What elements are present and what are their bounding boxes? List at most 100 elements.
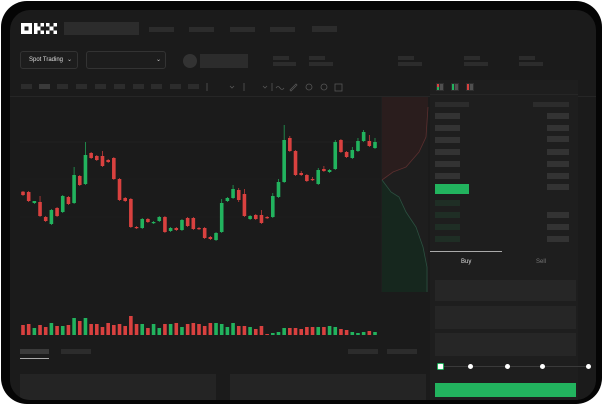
volume-bar (322, 327, 326, 335)
search-bar[interactable] (64, 22, 139, 35)
price-input[interactable] (435, 280, 576, 301)
timeframe-button[interactable] (151, 84, 162, 89)
slider-stop[interactable] (539, 364, 545, 369)
volume-bar (367, 331, 372, 335)
volume-bar (327, 326, 332, 335)
candle-body (356, 141, 360, 151)
candle (129, 198, 133, 228)
ask-price (435, 173, 460, 179)
candle-body (293, 151, 298, 175)
candle (106, 159, 110, 163)
candle (322, 166, 326, 172)
candlestick-chart[interactable] (10, 97, 382, 347)
candle (305, 174, 309, 182)
ask-price (435, 137, 460, 143)
candle (208, 236, 213, 240)
book-both-icon[interactable] (436, 83, 444, 91)
candle (344, 151, 349, 158)
volume-bar (32, 328, 37, 335)
nav-item[interactable] (230, 27, 255, 32)
candle (49, 209, 54, 225)
nav-item[interactable] (189, 27, 214, 32)
timeframe-button[interactable] (39, 84, 50, 89)
candle (174, 227, 179, 231)
slider-stop[interactable] (585, 364, 591, 369)
volume-bar (191, 323, 196, 335)
amount-slider[interactable] (439, 366, 589, 367)
volume-bar (333, 327, 338, 335)
buy-tab-underline (430, 251, 502, 252)
slider-stop[interactable] (437, 363, 444, 370)
volume-bar (174, 323, 179, 335)
candle (77, 175, 82, 186)
slider-stop[interactable] (504, 364, 510, 369)
volume-bar (242, 326, 247, 335)
timeframe-button[interactable] (57, 84, 68, 89)
total-input[interactable] (435, 333, 576, 356)
volume-bar (316, 327, 321, 335)
tab-sell[interactable]: Sell (536, 259, 547, 265)
volume-bar (356, 333, 360, 335)
candle (271, 193, 275, 218)
candle-body (83, 155, 88, 184)
candle-body (253, 215, 258, 219)
candle-body (271, 196, 275, 217)
timeframe-button[interactable] (95, 84, 106, 89)
volume-bar (344, 330, 349, 335)
tab-order-history[interactable] (61, 349, 91, 354)
depth-bids-area (382, 180, 427, 292)
volume-bar (310, 327, 315, 335)
candle-body (299, 173, 303, 175)
nav-item[interactable] (270, 27, 295, 32)
candle (112, 157, 116, 180)
filter-button[interactable] (348, 349, 378, 354)
candle-body (310, 179, 315, 181)
candle-body (163, 217, 167, 232)
tab-buy[interactable]: Buy (461, 259, 472, 265)
pair-dropdown[interactable]: ⌄ (86, 51, 166, 69)
candle-body (100, 156, 105, 166)
timeframe-button[interactable] (114, 84, 125, 89)
candle-body (225, 198, 230, 201)
tab-open-orders[interactable] (20, 349, 49, 354)
stat-value (309, 62, 333, 66)
stat-label (398, 56, 414, 60)
candle (191, 217, 196, 230)
candle (66, 196, 71, 205)
volume-bar (100, 327, 105, 335)
book-bids-icon[interactable] (451, 83, 459, 91)
candle-body (214, 233, 218, 240)
timeframe-button[interactable] (170, 84, 181, 89)
candle-body (106, 160, 110, 162)
market-type-dropdown[interactable]: Spot Trading ⌄ (20, 51, 78, 69)
candle (316, 168, 321, 185)
volume-bar (350, 332, 355, 335)
amount-input[interactable] (435, 306, 576, 329)
candle-body (282, 140, 286, 182)
candle-body (77, 176, 82, 185)
nav-item[interactable] (312, 26, 337, 32)
timeframe-button[interactable] (21, 84, 32, 89)
bid-amount (547, 236, 569, 242)
volume-bar (55, 326, 59, 335)
book-asks-icon[interactable] (466, 83, 474, 91)
candle-body (43, 217, 48, 221)
slider-stop[interactable] (467, 364, 473, 369)
candle (253, 214, 258, 220)
candle-body (72, 175, 76, 203)
filter-button[interactable] (387, 349, 417, 354)
buy-button[interactable] (435, 383, 576, 397)
candle-body (89, 153, 93, 158)
timeframe-button[interactable] (188, 84, 199, 89)
volume-bar (66, 325, 71, 335)
bid-amount (547, 212, 569, 218)
candle-body (49, 210, 54, 224)
volume-bar (72, 318, 76, 335)
nav-item[interactable] (149, 27, 174, 32)
timeframe-button[interactable] (133, 84, 144, 89)
timeframe-button[interactable] (76, 84, 87, 89)
candle (361, 130, 366, 142)
candle-body (339, 140, 343, 152)
candle (140, 218, 145, 229)
candle (26, 191, 31, 202)
